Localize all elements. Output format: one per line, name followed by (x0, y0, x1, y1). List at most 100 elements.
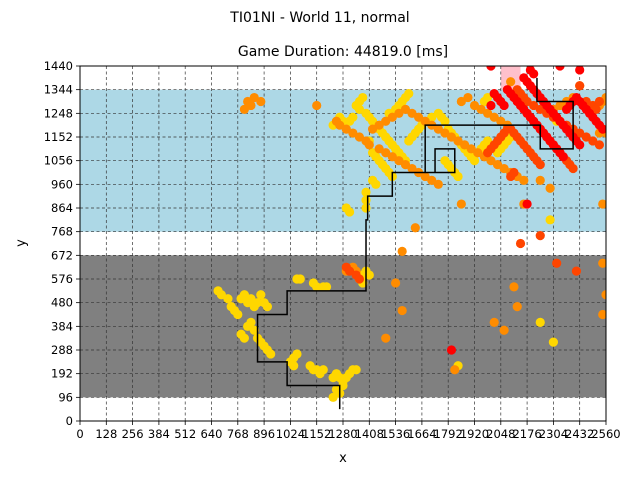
data-point (453, 171, 463, 182)
x-tick-label: 1408 (355, 427, 384, 441)
data-point (594, 96, 605, 107)
data-point (450, 365, 460, 375)
data-point (522, 199, 532, 209)
data-point (364, 140, 374, 150)
x-tick-label: 2304 (539, 427, 568, 441)
data-point (456, 199, 466, 209)
plot-area: 0 128 256 384 512 640 768 896 102411521280140815… (44, 59, 621, 441)
data-point (364, 270, 374, 280)
data-point (239, 333, 249, 343)
data-point (486, 100, 496, 111)
data-point (509, 282, 519, 292)
x-tick-label: 384 (148, 427, 170, 441)
x-tick-label: 2560 (591, 427, 620, 441)
data-point (545, 215, 555, 225)
data-point (397, 305, 407, 316)
data-point (555, 66, 565, 71)
data-point (239, 104, 249, 114)
data-point (575, 66, 585, 75)
data-point (519, 175, 529, 185)
data-point (571, 266, 582, 276)
y-tick-label: 1248 (44, 106, 73, 120)
data-point (391, 278, 401, 288)
y-tick-label: 1152 (44, 130, 73, 144)
data-point (594, 140, 605, 150)
chart-suptitle: TI01NI - World 11, normal (229, 10, 409, 26)
data-point (295, 274, 305, 284)
x-tick-label: 2048 (486, 427, 515, 441)
x-tick-label: 1280 (328, 427, 357, 441)
data-point (397, 246, 407, 256)
data-point (601, 290, 606, 300)
data-point (598, 124, 606, 134)
data-point (233, 309, 243, 320)
data-point (506, 77, 516, 87)
data-point (361, 187, 371, 197)
data-point (371, 179, 381, 189)
data-point (223, 294, 233, 304)
y-tick-label: 960 (51, 177, 73, 191)
scatter-layer (213, 66, 606, 402)
data-point (552, 258, 562, 268)
y-tick-label: 768 (51, 225, 73, 239)
x-tick-label: 0 (76, 427, 83, 441)
data-point (358, 92, 368, 103)
x-tick-label: 640 (201, 427, 223, 441)
y-tick-label: 1440 (44, 59, 73, 73)
data-point (512, 302, 522, 312)
data-point (598, 309, 606, 320)
data-point (575, 81, 585, 91)
data-point (568, 163, 578, 174)
x-tick-label: 1792 (434, 427, 463, 441)
data-point (440, 116, 450, 126)
data-point (328, 392, 338, 402)
y-tick-label: 384 (51, 319, 73, 333)
data-point (344, 207, 355, 217)
data-point (361, 203, 371, 213)
data-point (249, 325, 259, 335)
data-point (249, 92, 259, 103)
x-tick-label: 896 (253, 427, 275, 441)
data-point (404, 89, 414, 99)
data-point (351, 365, 361, 375)
data-point (354, 274, 365, 284)
data-point (433, 179, 443, 189)
data-point (463, 92, 473, 103)
data-point (509, 167, 519, 178)
data-point (256, 290, 266, 300)
x-axis-label: x (339, 451, 347, 466)
data-point (318, 365, 328, 375)
x-tick-label: 2176 (512, 427, 541, 441)
data-point (545, 183, 555, 193)
data-point (598, 199, 606, 209)
data-point (262, 302, 272, 312)
data-point (489, 89, 499, 99)
data-point (292, 349, 302, 359)
data-point (348, 112, 358, 122)
data-point (266, 349, 276, 359)
data-point (535, 317, 545, 327)
x-tick-label: 128 (95, 427, 117, 441)
data-point (502, 124, 512, 134)
chart-title: Game Duration: 44819.0 [ms] (238, 44, 448, 60)
y-tick-label: 864 (51, 201, 73, 215)
data-point (252, 298, 263, 308)
data-point (529, 69, 539, 79)
y-tick-label: 1056 (44, 154, 73, 168)
data-point (515, 238, 526, 249)
y-tick-label: 288 (51, 343, 73, 357)
data-point (446, 345, 457, 355)
y-tick-label: 672 (51, 248, 73, 262)
y-tick-label: 0 (66, 414, 73, 428)
data-point (499, 325, 509, 335)
data-point (289, 361, 299, 371)
data-point (598, 258, 606, 268)
data-point (489, 317, 499, 327)
data-point (338, 380, 348, 391)
data-point (312, 282, 322, 292)
y-tick-label: 576 (51, 272, 73, 286)
x-tick-label: 2432 (565, 427, 594, 441)
y-tick-label: 1344 (44, 83, 73, 97)
y-axis-label: y (14, 239, 29, 247)
